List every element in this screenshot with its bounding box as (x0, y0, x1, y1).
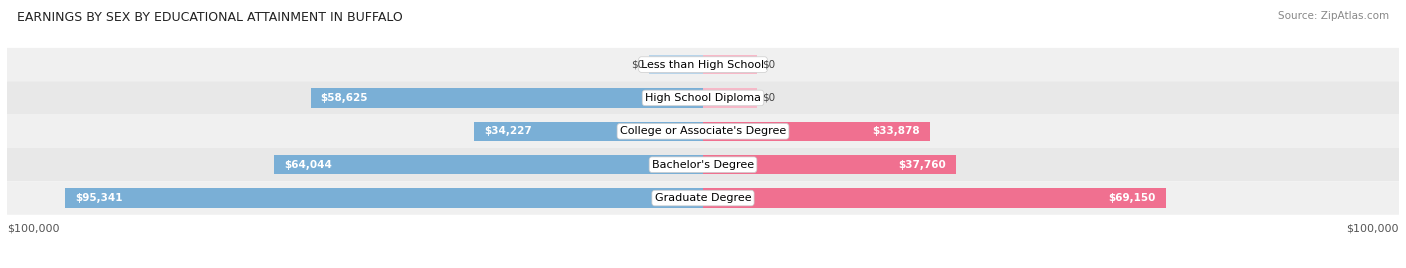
FancyBboxPatch shape (7, 115, 1399, 148)
Bar (65, 188, 703, 208)
Bar (703, 188, 1166, 208)
Bar (474, 122, 703, 141)
Text: College or Associate's Degree: College or Associate's Degree (620, 126, 786, 136)
Text: High School Diploma: High School Diploma (645, 93, 761, 103)
Text: Graduate Degree: Graduate Degree (655, 193, 751, 203)
Text: Less than High School: Less than High School (641, 59, 765, 70)
Bar (703, 55, 756, 74)
Text: $33,878: $33,878 (872, 126, 920, 136)
Text: $37,760: $37,760 (898, 160, 946, 170)
Text: $0: $0 (762, 93, 775, 103)
Text: Bachelor's Degree: Bachelor's Degree (652, 160, 754, 170)
Bar (703, 122, 929, 141)
Text: $95,341: $95,341 (75, 193, 122, 203)
Text: EARNINGS BY SEX BY EDUCATIONAL ATTAINMENT IN BUFFALO: EARNINGS BY SEX BY EDUCATIONAL ATTAINMEN… (17, 11, 402, 24)
Text: $69,150: $69,150 (1108, 193, 1156, 203)
Text: Source: ZipAtlas.com: Source: ZipAtlas.com (1278, 11, 1389, 21)
FancyBboxPatch shape (7, 148, 1399, 181)
Text: $64,044: $64,044 (284, 160, 332, 170)
Bar (703, 155, 956, 174)
FancyBboxPatch shape (7, 81, 1399, 115)
Bar (650, 55, 703, 74)
Bar (311, 88, 703, 108)
Text: $34,227: $34,227 (484, 126, 531, 136)
Text: $0: $0 (762, 59, 775, 70)
FancyBboxPatch shape (7, 48, 1399, 81)
Bar (703, 88, 756, 108)
Text: $0: $0 (631, 59, 644, 70)
Text: $58,625: $58,625 (321, 93, 368, 103)
Bar (274, 155, 703, 174)
FancyBboxPatch shape (7, 181, 1399, 215)
